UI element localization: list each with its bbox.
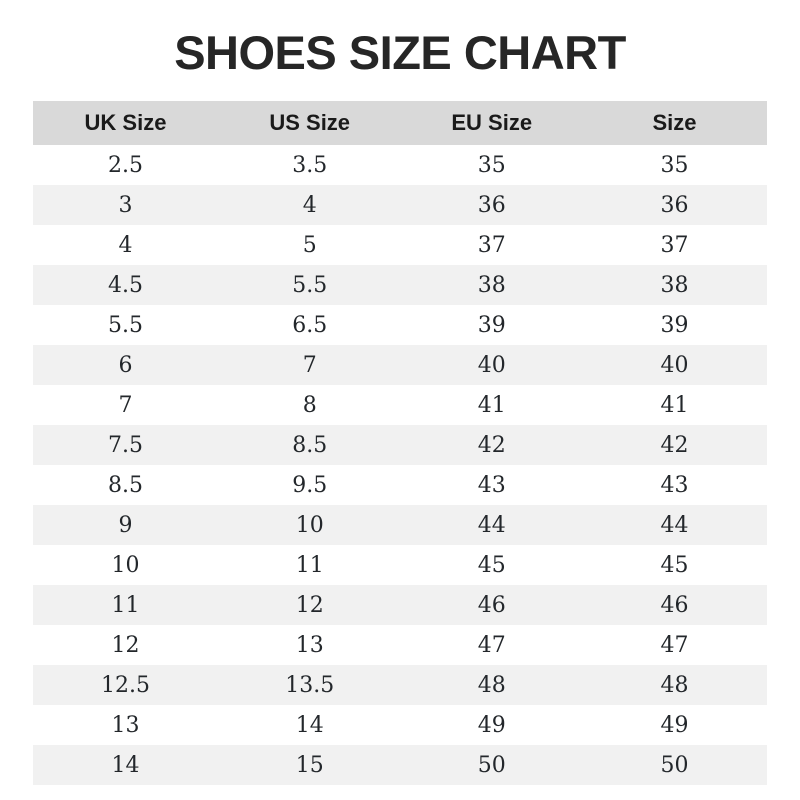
table-row: 12.5 13.5 48 48 (33, 665, 767, 705)
table-cell: 38 (401, 265, 583, 305)
table-cell: 3 (33, 185, 218, 225)
table-cell: 40 (401, 345, 583, 385)
table-cell: 44 (401, 505, 583, 545)
table-cell: 10 (217, 505, 402, 545)
table-cell: 14 (33, 745, 218, 785)
table-cell: 42 (582, 425, 767, 465)
table-cell: 8.5 (217, 425, 402, 465)
column-header-us-size: US Size (217, 101, 402, 145)
table-cell: 41 (401, 385, 583, 425)
table-cell: 7 (217, 345, 402, 385)
table-cell: 12 (33, 625, 218, 665)
table-cell: 49 (582, 705, 767, 745)
table-cell: 13.5 (217, 665, 402, 705)
size-table-container: UK Size US Size EU Size Size 2.5 3.5 35 35 3… (33, 101, 767, 785)
table-cell: 50 (582, 745, 767, 785)
table-cell: 15 (217, 745, 402, 785)
table-cell: 12 (217, 585, 402, 625)
table-cell: 6 (33, 345, 218, 385)
table-header: UK Size US Size EU Size Size (33, 101, 767, 145)
table-row: 7.5 8.5 42 42 (33, 425, 767, 465)
table-cell: 37 (401, 225, 583, 265)
table-row: 13 14 49 49 (33, 705, 767, 745)
table-cell: 41 (582, 385, 767, 425)
table-cell: 43 (582, 465, 767, 505)
table-cell: 4 (217, 185, 402, 225)
table-cell: 11 (33, 585, 218, 625)
table-cell: 8 (217, 385, 402, 425)
table-cell: 35 (582, 145, 767, 185)
column-header-size: Size (582, 101, 767, 145)
table-cell: 47 (582, 625, 767, 665)
table-body: 2.5 3.5 35 35 3 4 36 36 4 5 37 37 4.5 5.5 38 38 5.5 6.5 39… (33, 145, 767, 785)
table-row: 5.5 6.5 39 39 (33, 305, 767, 345)
table-cell: 5.5 (33, 305, 218, 345)
table-cell: 10 (33, 545, 218, 585)
table-cell: 46 (401, 585, 583, 625)
table-row: 3 4 36 36 (33, 185, 767, 225)
table-row: 7 8 41 41 (33, 385, 767, 425)
table-cell: 43 (401, 465, 583, 505)
table-cell: 35 (401, 145, 583, 185)
table-cell: 42 (401, 425, 583, 465)
table-row: 2.5 3.5 35 35 (33, 145, 767, 185)
table-cell: 45 (401, 545, 583, 585)
table-row: 10 11 45 45 (33, 545, 767, 585)
table-cell: 7.5 (33, 425, 218, 465)
table-cell: 12.5 (33, 665, 218, 705)
table-cell: 11 (217, 545, 402, 585)
table-row: 8.5 9.5 43 43 (33, 465, 767, 505)
table-cell: 40 (582, 345, 767, 385)
table-cell: 9 (33, 505, 218, 545)
table-cell: 48 (401, 665, 583, 705)
table-row: 6 7 40 40 (33, 345, 767, 385)
table-cell: 36 (401, 185, 583, 225)
page-title: SHOES SIZE CHART (174, 26, 626, 79)
table-cell: 4.5 (33, 265, 218, 305)
table-row: 4.5 5.5 38 38 (33, 265, 767, 305)
table-cell: 7 (33, 385, 218, 425)
table-cell: 36 (582, 185, 767, 225)
table-cell: 50 (401, 745, 583, 785)
table-row: 11 12 46 46 (33, 585, 767, 625)
table-cell: 13 (33, 705, 218, 745)
table-cell: 46 (582, 585, 767, 625)
table-row: 12 13 47 47 (33, 625, 767, 665)
table-cell: 6.5 (217, 305, 402, 345)
table-cell: 2.5 (33, 145, 218, 185)
table-cell: 38 (582, 265, 767, 305)
table-cell: 13 (217, 625, 402, 665)
table-cell: 5 (217, 225, 402, 265)
column-header-uk-size: UK Size (33, 101, 218, 145)
table-cell: 4 (33, 225, 218, 265)
table-row: 9 10 44 44 (33, 505, 767, 545)
table-cell: 45 (582, 545, 767, 585)
table-cell: 48 (582, 665, 767, 705)
table-header-row: UK Size US Size EU Size Size (33, 101, 767, 145)
column-header-eu-size: EU Size (401, 101, 583, 145)
table-cell: 14 (217, 705, 402, 745)
table-cell: 9.5 (217, 465, 402, 505)
table-cell: 39 (401, 305, 583, 345)
table-cell: 8.5 (33, 465, 218, 505)
table-cell: 49 (401, 705, 583, 745)
table-cell: 3.5 (217, 145, 402, 185)
table-cell: 37 (582, 225, 767, 265)
table-cell: 39 (582, 305, 767, 345)
table-cell: 47 (401, 625, 583, 665)
table-row: 4 5 37 37 (33, 225, 767, 265)
table-cell: 44 (582, 505, 767, 545)
table-cell: 5.5 (217, 265, 402, 305)
shoe-size-table: UK Size US Size EU Size Size 2.5 3.5 35 35 3… (33, 101, 767, 785)
table-row: 14 15 50 50 (33, 745, 767, 785)
